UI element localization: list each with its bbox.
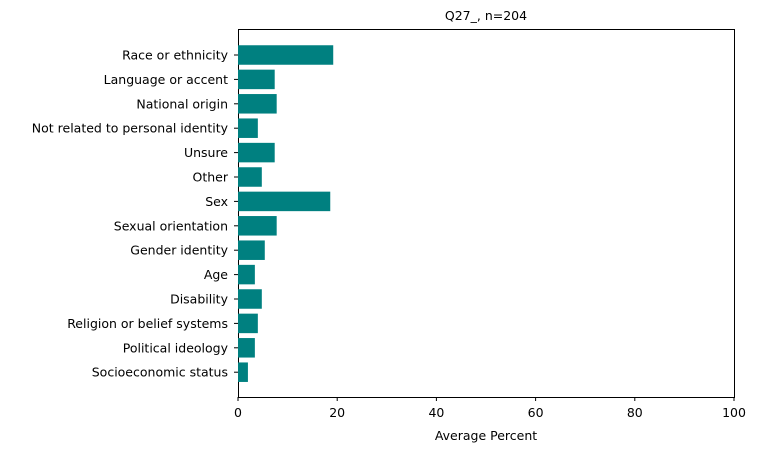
bar xyxy=(238,45,334,65)
plot-area-frame xyxy=(238,29,735,398)
x-tick-label: 40 xyxy=(428,405,444,420)
y-tick-label: National origin xyxy=(136,96,228,111)
x-axis-label: Average Percent xyxy=(435,428,537,443)
y-tick-label: Age xyxy=(204,267,228,282)
x-tick-label: 80 xyxy=(627,405,643,420)
bar xyxy=(238,142,275,163)
x-tick-label: 60 xyxy=(528,405,544,420)
y-tick-label: Gender identity xyxy=(130,243,228,258)
bar xyxy=(238,264,255,285)
y-tick-label: Language or accent xyxy=(104,72,228,87)
bar xyxy=(238,191,331,212)
bars-group xyxy=(238,45,334,382)
chart-title: Q27_, n=204 xyxy=(445,8,527,23)
x-tick-label: 0 xyxy=(234,405,242,420)
bar xyxy=(238,362,248,382)
y-axis-ticks: Race or ethnicity Language or accent Natio… xyxy=(32,48,238,380)
y-tick-label: Other xyxy=(193,170,229,185)
y-tick-label: Religion or belief systems xyxy=(67,316,228,331)
x-tick-label: 100 xyxy=(722,405,746,420)
x-axis-ticks: 0 20 40 60 80 100 xyxy=(234,397,746,420)
bar xyxy=(238,289,262,309)
bar xyxy=(238,69,275,90)
y-tick-label: Political ideology xyxy=(123,340,229,355)
y-tick-label: Socioeconomic status xyxy=(92,365,228,380)
bar xyxy=(238,118,258,138)
x-tick-label: 20 xyxy=(329,405,345,420)
bar xyxy=(238,338,255,358)
y-tick-label: Not related to personal identity xyxy=(32,121,229,136)
y-tick-label: Unsure xyxy=(184,145,228,160)
y-tick-label: Sex xyxy=(205,194,228,209)
y-tick-label: Race or ethnicity xyxy=(122,48,229,63)
bar xyxy=(238,240,265,260)
y-tick-label: Sexual orientation xyxy=(114,218,228,233)
bar xyxy=(238,313,258,334)
bar xyxy=(238,216,277,236)
y-tick-label: Disability xyxy=(170,292,229,307)
bar xyxy=(238,167,262,187)
bar xyxy=(238,94,277,114)
